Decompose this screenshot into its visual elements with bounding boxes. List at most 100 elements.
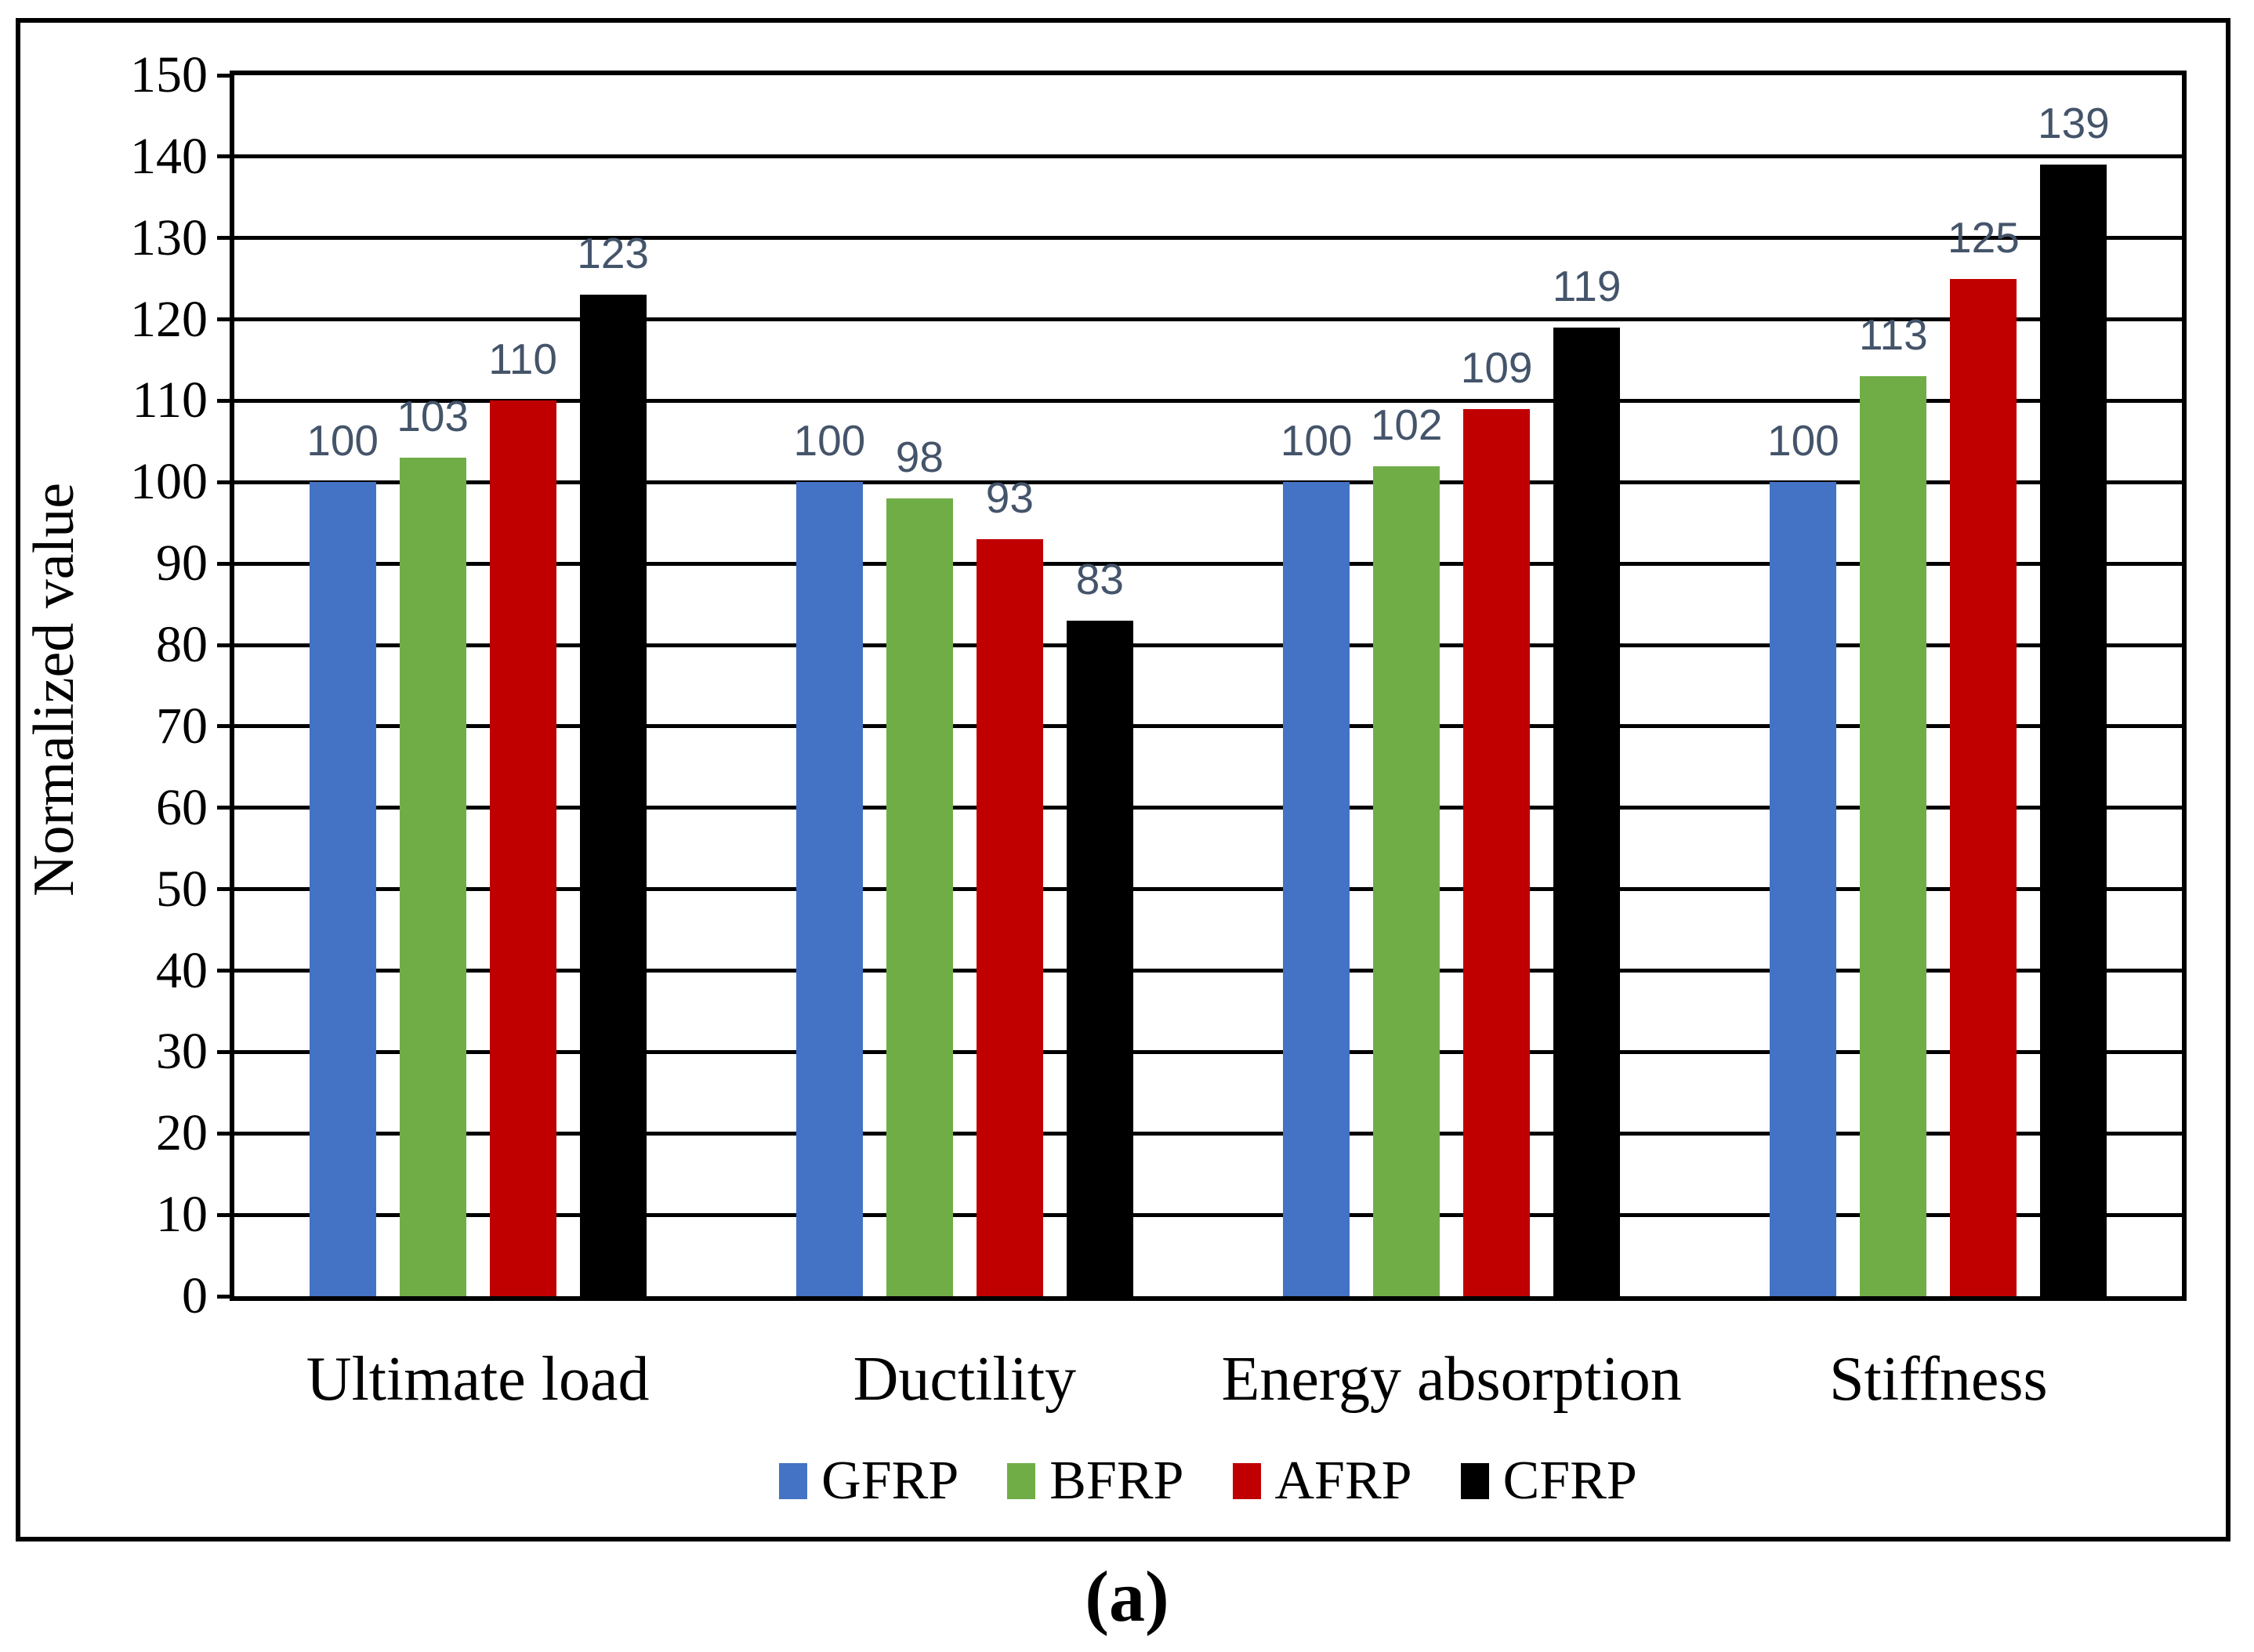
bar-bfrp-energy-absorption: 102 [1371, 402, 1443, 1296]
legend-item-afrp: AFRP [1232, 1450, 1412, 1513]
y-axis-tickmark-130 [217, 236, 230, 241]
chart-legend: GFRP BFRP AFRP CFRP [230, 1444, 2187, 1519]
category-label-ultimate-load: Ultimate load [306, 1345, 650, 1414]
data-label-cfrp-energy-absorption: 119 [1552, 262, 1622, 310]
bar-row-ultimate-load: 100 103 110 123 [234, 75, 721, 1296]
y-axis-tickmark-10 [217, 1212, 230, 1217]
plot-area: 100 103 110 123 100 98 93 83 100 102 109 119 100 113 1… [217, 71, 2187, 1301]
gridline-50 [234, 887, 2182, 892]
category-label-energy-absorption: Energy absorption [1221, 1345, 1682, 1414]
legend-item-gfrp: GFRP [779, 1450, 958, 1513]
bar-cfrp-stiffness: 139 [2038, 100, 2110, 1296]
bar-afrp-stiffness: 125 [1948, 215, 2020, 1296]
bar-row-stiffness: 100 113 125 139 [1695, 75, 2182, 1296]
y-axis-tick-label-40: 40 [156, 941, 208, 999]
bar-gfrp-ductility: 100 [793, 418, 865, 1296]
y-axis-tickmark-30 [217, 1049, 230, 1054]
bar-gfrp-energy-absorption: 100 [1281, 418, 1353, 1296]
y-axis-tickmark-80 [217, 643, 230, 647]
bar-group-ductility: 100 98 93 83 [721, 75, 1208, 1296]
y-axis-tick-label-0: 0 [182, 1267, 208, 1324]
data-label-bfrp-energy-absorption: 102 [1370, 400, 1443, 449]
data-label-cfrp-ultimate-load: 123 [577, 229, 650, 278]
gridline-20 [234, 1131, 2182, 1136]
y-axis-tick-label-80: 80 [156, 616, 208, 674]
gridline-60 [234, 806, 2182, 810]
data-label-afrp-ultimate-load: 110 [488, 335, 557, 384]
y-axis-tickmark-90 [217, 561, 230, 566]
legend-item-cfrp: CFRP [1460, 1450, 1637, 1513]
data-label-bfrp-ultimate-load: 103 [397, 392, 469, 441]
bar-bfrp-ultimate-load: 103 [397, 393, 469, 1296]
gridline-110 [234, 398, 2182, 403]
gridline-10 [234, 1212, 2182, 1217]
y-axis-tickmark-110 [217, 398, 230, 403]
legend-label-cfrp: CFRP [1502, 1451, 1637, 1511]
y-axis-tick-label-20: 20 [156, 1104, 208, 1162]
y-axis-tick-label-140: 140 [130, 127, 208, 185]
legend-item-bfrp: BFRP [1007, 1450, 1184, 1513]
y-axis-tickmark-50 [217, 887, 230, 892]
category-label-stiffness: Stiffness [1829, 1345, 2048, 1414]
y-axis-tickmark-140 [217, 154, 230, 159]
bar-gfrp-ultimate-load: 100 [306, 418, 379, 1296]
legend-swatch-gfrp [779, 1463, 808, 1499]
legend-label-gfrp: GFRP [821, 1451, 959, 1511]
bar-afrp-ductility: 93 [976, 475, 1043, 1296]
legend-swatch-cfrp [1460, 1463, 1489, 1499]
y-axis-tick-label-100: 100 [130, 453, 208, 511]
bar-cfrp-ultimate-load: 123 [577, 230, 649, 1296]
legend-label-afrp: AFRP [1274, 1451, 1412, 1511]
data-label-afrp-energy-absorption: 109 [1460, 342, 1533, 392]
gridline-100 [234, 480, 2182, 484]
y-axis-tickmark-20 [217, 1131, 230, 1136]
gridline-80 [234, 643, 2182, 647]
y-axis-tick-label-10: 10 [156, 1186, 208, 1244]
gridline-30 [234, 1049, 2182, 1054]
category-label-ductility: Ductility [853, 1345, 1077, 1414]
y-axis-tickmark-150 [217, 73, 230, 78]
bar-row-ductility: 100 98 93 83 [721, 75, 1208, 1296]
bar-cfrp-energy-absorption: 119 [1553, 263, 1621, 1296]
legend-label-bfrp: BFRP [1049, 1451, 1184, 1511]
bar-bfrp-stiffness: 113 [1859, 312, 1928, 1296]
data-label-afrp-ductility: 93 [985, 473, 1034, 523]
y-axis-tickmark-60 [217, 806, 230, 810]
legend-swatch-afrp [1232, 1463, 1261, 1499]
bar-afrp-ultimate-load: 110 [488, 336, 557, 1296]
data-label-afrp-stiffness: 125 [1947, 212, 2020, 262]
legend-swatch-bfrp [1007, 1463, 1036, 1499]
figure-caption: (a) [1085, 1556, 1169, 1636]
data-label-gfrp-ultimate-load: 100 [306, 416, 379, 466]
bar-afrp-energy-absorption: 109 [1461, 345, 1533, 1296]
y-axis-tickmark-120 [217, 317, 230, 322]
y-axis-tickmark-40 [217, 969, 230, 973]
gridline-120 [234, 317, 2182, 322]
bar-group-energy-absorption: 100 102 109 119 [1209, 75, 1695, 1296]
y-axis-tick-label-130: 130 [130, 208, 208, 266]
data-label-cfrp-stiffness: 139 [2037, 99, 2110, 148]
y-axis-tick-label-70: 70 [156, 697, 208, 755]
bar-group-ultimate-load: 100 103 110 123 [234, 75, 721, 1296]
bar-bfrp-ductility: 98 [886, 434, 953, 1296]
y-axis-tick-label-90: 90 [156, 534, 208, 592]
data-label-bfrp-stiffness: 113 [1859, 310, 1928, 360]
y-axis-tickmark-70 [217, 724, 230, 729]
data-label-bfrp-ductility: 98 [895, 433, 944, 482]
gridline-90 [234, 561, 2182, 566]
y-axis-tick-label-120: 120 [130, 290, 208, 348]
bar-row-energy-absorption: 100 102 109 119 [1209, 75, 1695, 1296]
y-axis-tick-label-50: 50 [156, 860, 208, 918]
data-label-gfrp-energy-absorption: 100 [1280, 416, 1353, 466]
bar-cfrp-ductility: 83 [1066, 556, 1133, 1296]
y-axis-tick-label-60: 60 [156, 778, 208, 836]
data-label-gfrp-ductility: 100 [793, 416, 866, 466]
bar-gfrp-stiffness: 100 [1767, 418, 1839, 1296]
gridline-140 [234, 154, 2182, 159]
gridline-130 [234, 236, 2182, 241]
gridline-40 [234, 969, 2182, 973]
gridline-70 [234, 724, 2182, 729]
bar-group-stiffness: 100 113 125 139 [1695, 75, 2182, 1296]
y-axis-tickmark-0 [217, 1294, 230, 1299]
